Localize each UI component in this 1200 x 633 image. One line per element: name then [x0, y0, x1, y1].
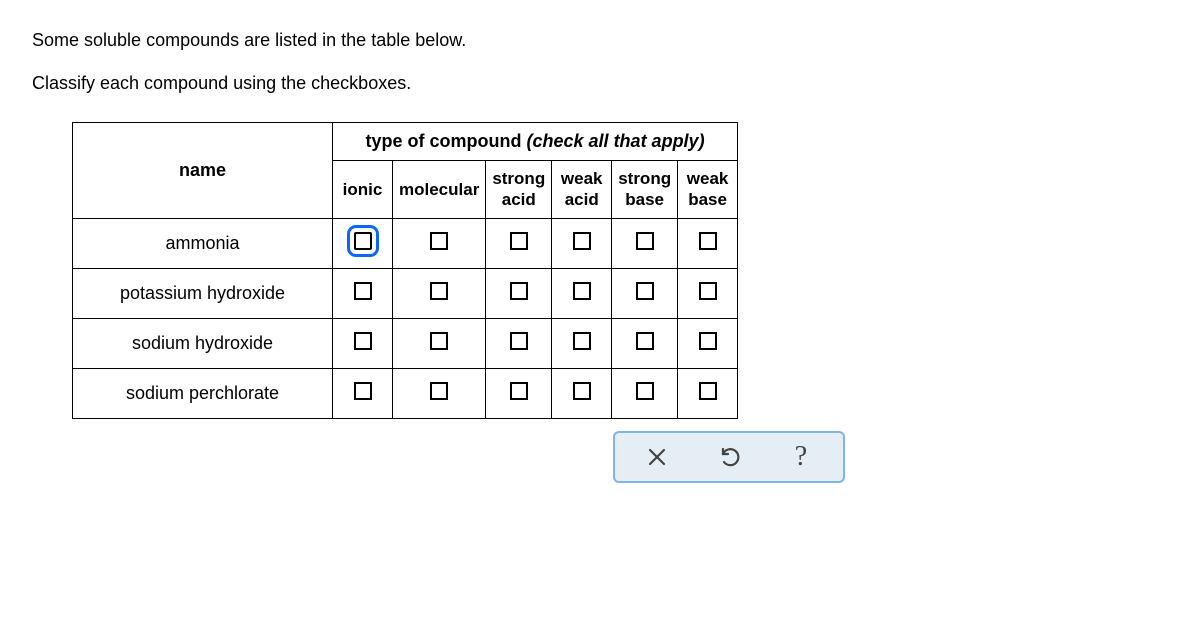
checkbox-cell [486, 269, 552, 319]
undo-button[interactable] [693, 437, 765, 477]
instruction-line-1: Some soluble compounds are listed in the… [32, 28, 1168, 53]
checkbox-ionic[interactable] [354, 382, 372, 400]
checkbox-weak_base[interactable] [699, 282, 717, 300]
checkbox-strong_acid[interactable] [510, 332, 528, 350]
compound-name: ammonia [73, 219, 333, 269]
checkbox-cell [333, 319, 393, 369]
table-row: potassium hydroxide [73, 269, 738, 319]
checkbox-molecular[interactable] [430, 232, 448, 250]
checkbox-cell [678, 319, 738, 369]
help-icon: ? [795, 441, 807, 473]
col-label: strong [492, 169, 545, 189]
instructions: Some soluble compounds are listed in the… [32, 28, 1168, 96]
checkbox-strong_acid[interactable] [510, 232, 528, 250]
column-header-weak_base: weakbase [678, 161, 738, 219]
column-header-ionic: ionic [333, 161, 393, 219]
checkbox-cell [552, 319, 612, 369]
col-label: strong [618, 169, 671, 189]
col-label: acid [558, 190, 605, 210]
checkbox-cell [333, 369, 393, 419]
checkbox-cell [486, 319, 552, 369]
checkbox-molecular[interactable] [430, 332, 448, 350]
col-label: weak [558, 169, 605, 189]
close-icon [647, 447, 667, 467]
checkbox-cell [486, 369, 552, 419]
compound-name: potassium hydroxide [73, 269, 333, 319]
checkbox-cell [612, 369, 678, 419]
col-label: acid [492, 190, 545, 210]
checkbox-ionic[interactable] [354, 282, 372, 300]
checkbox-strong_acid[interactable] [510, 282, 528, 300]
table-row: ammonia [73, 219, 738, 269]
toolbar-wrap: ? [72, 431, 845, 483]
help-button[interactable]: ? [765, 437, 837, 477]
col-label: ionic [339, 180, 386, 200]
checkbox-cell [486, 219, 552, 269]
checkbox-weak_acid[interactable] [573, 382, 591, 400]
name-header: name [73, 123, 333, 219]
checkbox-cell [393, 219, 486, 269]
checkbox-cell [612, 219, 678, 269]
clear-button[interactable] [621, 437, 693, 477]
checkbox-cell [678, 269, 738, 319]
column-header-strong_base: strongbase [612, 161, 678, 219]
compound-name: sodium hydroxide [73, 319, 333, 369]
column-header-strong_acid: strongacid [486, 161, 552, 219]
checkbox-cell [612, 269, 678, 319]
type-header-plain: type of compound [366, 131, 527, 151]
checkbox-cell [333, 269, 393, 319]
checkbox-strong_base[interactable] [636, 232, 654, 250]
checkbox-weak_acid[interactable] [573, 332, 591, 350]
checkbox-cell [393, 369, 486, 419]
col-label: weak [684, 169, 731, 189]
toolbar: ? [613, 431, 845, 483]
checkbox-strong_base[interactable] [636, 282, 654, 300]
checkbox-weak_acid[interactable] [573, 232, 591, 250]
checkbox-molecular[interactable] [430, 282, 448, 300]
col-label: base [684, 190, 731, 210]
col-label: molecular [399, 180, 479, 200]
instruction-line-2: Classify each compound using the checkbo… [32, 71, 1168, 96]
checkbox-molecular[interactable] [430, 382, 448, 400]
checkbox-weak_acid[interactable] [573, 282, 591, 300]
checkbox-cell [612, 319, 678, 369]
column-header-weak_acid: weakacid [552, 161, 612, 219]
compound-name: sodium perchlorate [73, 369, 333, 419]
checkbox-ionic[interactable] [354, 332, 372, 350]
type-header-italic: (check all that apply) [527, 131, 705, 151]
checkbox-cell [552, 219, 612, 269]
checkbox-cell [552, 369, 612, 419]
undo-icon [717, 445, 741, 469]
table-row: sodium hydroxide [73, 319, 738, 369]
checkbox-weak_base[interactable] [699, 232, 717, 250]
checkbox-cell [393, 319, 486, 369]
checkbox-cell [678, 219, 738, 269]
classification-table-wrap: name type of compound (check all that ap… [72, 122, 1168, 419]
checkbox-cell [678, 369, 738, 419]
checkbox-strong_base[interactable] [636, 382, 654, 400]
table-body: ammoniapotassium hydroxidesodium hydroxi… [73, 219, 738, 419]
column-header-molecular: molecular [393, 161, 486, 219]
checkbox-ionic[interactable] [354, 232, 372, 250]
checkbox-cell [552, 269, 612, 319]
checkbox-cell [393, 269, 486, 319]
classification-table: name type of compound (check all that ap… [72, 122, 738, 419]
checkbox-strong_acid[interactable] [510, 382, 528, 400]
checkbox-weak_base[interactable] [699, 382, 717, 400]
col-label: base [618, 190, 671, 210]
checkbox-cell [333, 219, 393, 269]
checkbox-weak_base[interactable] [699, 332, 717, 350]
checkbox-strong_base[interactable] [636, 332, 654, 350]
table-row: sodium perchlorate [73, 369, 738, 419]
type-header: type of compound (check all that apply) [333, 123, 738, 161]
